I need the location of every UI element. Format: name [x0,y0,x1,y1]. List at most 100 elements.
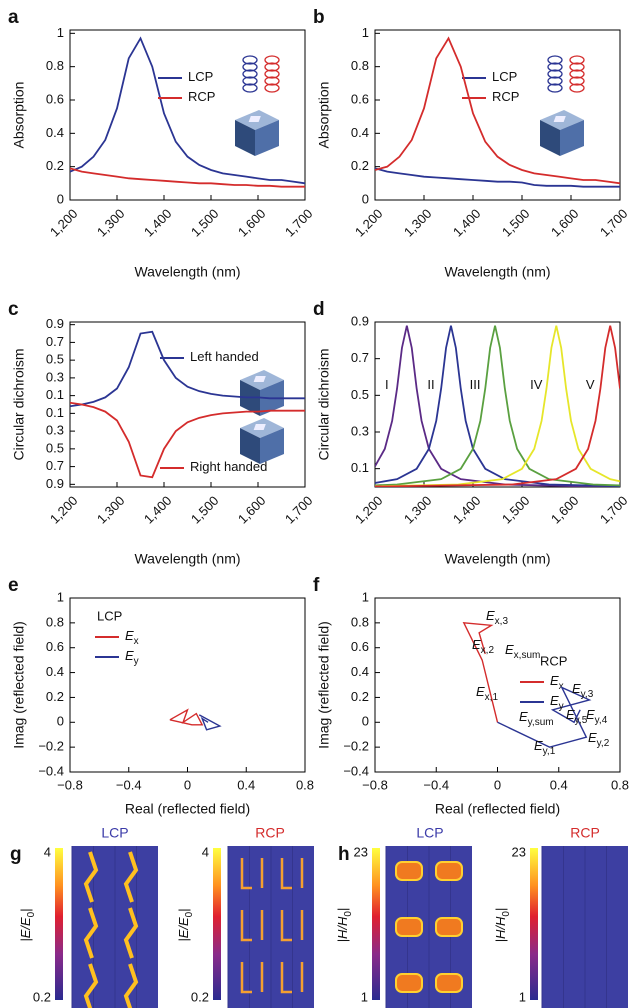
helix-loop [264,55,280,65]
cube-face [560,120,584,156]
label-pre: |E/E [18,917,33,942]
series-line [375,325,620,487]
y-tick-label: 0.8 [46,614,64,629]
helix-loop [242,76,258,86]
hot-spot [280,858,304,890]
hot-spot [240,910,264,942]
legend-label: Ey [550,693,564,711]
y-tick-label: 0.6 [351,639,369,654]
y-tick-label: 0.4 [351,125,369,140]
x-tick-label: 1,700 [597,493,631,527]
helix-loop [242,55,258,65]
helix-loop [569,62,585,72]
y-tick-label: 0.1 [46,387,64,402]
x-tick-label: 1,500 [499,493,533,527]
legend-label: Ex [125,628,139,646]
plot-frame [374,321,621,488]
map-title: LCP [101,825,128,841]
y-tick-label: 1 [362,589,369,604]
legend-name: RCP [492,89,519,104]
x-tick-label: 1,300 [94,493,128,527]
x-tick-label: 1,600 [235,206,269,240]
hot-spot [435,861,463,881]
vector-sub: y,5 [575,715,588,726]
vector-name: E [505,642,514,657]
colorbar-label: |H/H0| [335,908,353,943]
vector-sub: x,sum [514,650,541,661]
y-axis-label: Imag (reflected field) [316,621,332,749]
hot-spot [280,962,304,994]
vector-name: E [534,738,543,753]
series-line [375,325,620,487]
vector-name: E [472,637,481,652]
panel-label: c [8,299,19,320]
plot-frame [69,321,306,488]
cube-face [235,120,255,156]
label-post: | [335,908,350,911]
legend-sub: y [134,656,139,667]
hot-spot [83,963,99,1008]
x-tick-label: 1,300 [401,206,435,240]
label-sub: 0 [184,911,195,917]
helix-loop [547,55,563,65]
legend-name: LCP [492,69,517,84]
label-post: | [18,908,33,911]
vector-sub: x,3 [495,616,509,627]
x-tick-label: 0.4 [550,777,568,792]
vector-sub: x,2 [481,645,495,656]
helix-loop [264,83,280,93]
series-line [70,401,305,479]
y-tick-label: −0.2 [343,739,369,754]
x-tick-label: 0 [494,777,501,792]
y-tick-label: 1 [57,589,64,604]
hot-spot [280,910,304,942]
panel-label: a [8,7,19,28]
peak-label: I [385,377,389,392]
series-line [198,714,222,731]
label-pre: |H/H [335,916,350,942]
vector-name: E [476,684,485,699]
y-tick-label: 0.2 [46,158,64,173]
plot-frame [69,597,306,773]
colorbar-max: 23 [354,844,368,859]
x-tick-label: 1,600 [548,206,582,240]
panel-label: g [10,844,22,865]
label-post: | [493,908,508,911]
helix-loop [569,76,585,86]
y-tick-label: 0.6 [351,91,369,106]
vector-sub: y,1 [543,746,556,757]
hot-spot [395,861,423,881]
series-line [375,167,620,188]
helix-loop [547,62,563,72]
cube-face [260,428,284,464]
y-tick-label: 0.7 [46,334,64,349]
map-title: LCP [416,825,443,841]
y-axis-label: Absorption [11,82,27,149]
series-line [497,686,592,748]
hot-spot [83,851,99,903]
colorbar-min: 0.2 [33,989,51,1004]
cube-icon [540,110,584,156]
x-tick-label: 1,600 [548,493,582,527]
y-tick-label: 0.3 [46,369,64,384]
y-tick-label: 0.7 [351,350,369,365]
y-tick-label: −0.4 [38,763,64,778]
label-sub: 0 [501,911,512,917]
label-sub: 0 [343,911,354,917]
vector-label: Ex,3 [486,608,508,626]
hot-spot [395,917,423,937]
y-axis-label: Imag (reflected field) [11,621,27,749]
legend-sub: y [559,701,564,712]
x-axis-label: Wavelength (nm) [444,551,550,567]
vector-name: E [588,730,597,745]
y-tick-label: 0.5 [46,440,64,455]
vector-label: Ex,1 [476,684,498,702]
legend-sub: x [559,681,564,692]
colorbar-label: |E/E0| [18,908,36,941]
legend-name: LCP [188,69,213,84]
y-tick-label: 0.6 [46,91,64,106]
helix-loop [242,83,258,93]
helix-loop [264,69,280,79]
hot-spot [240,858,264,890]
legend-label: RCP [188,89,215,104]
